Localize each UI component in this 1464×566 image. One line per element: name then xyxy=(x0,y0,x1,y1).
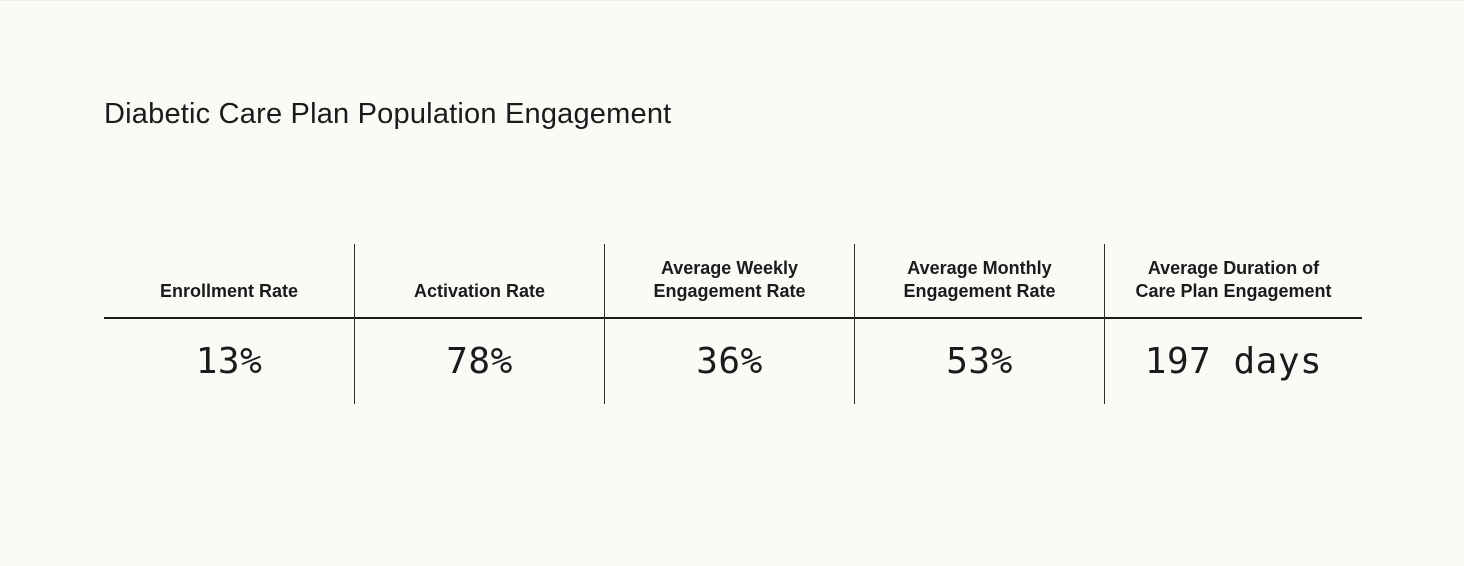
metric-value: 78% xyxy=(446,341,513,382)
metric-column-enrollment-rate: Enrollment Rate 13% xyxy=(104,244,354,404)
metric-column-average-weekly-engagement-rate: Average Weekly Engagement Rate 36% xyxy=(604,244,854,404)
metric-label: Average Weekly Engagement Rate xyxy=(605,244,854,319)
metric-label: Enrollment Rate xyxy=(104,244,354,319)
metric-label: Average Monthly Engagement Rate xyxy=(855,244,1104,319)
metrics-table: Enrollment Rate 13% Activation Rate 78% … xyxy=(104,244,1362,404)
metric-column-average-monthly-engagement-rate: Average Monthly Engagement Rate 53% xyxy=(854,244,1104,404)
metric-label: Activation Rate xyxy=(355,244,604,319)
page-title: Diabetic Care Plan Population Engagement xyxy=(104,98,672,130)
metric-value: 53% xyxy=(946,341,1013,382)
metric-column-activation-rate: Activation Rate 78% xyxy=(354,244,604,404)
metric-value: 36% xyxy=(696,341,763,382)
metric-value: 197 days xyxy=(1144,341,1323,382)
metric-value: 13% xyxy=(195,341,263,382)
metric-column-average-duration-of-care-plan-engagement: Average Duration of Care Plan Engagement… xyxy=(1104,244,1362,404)
metric-label: Average Duration of Care Plan Engagement xyxy=(1105,244,1362,319)
